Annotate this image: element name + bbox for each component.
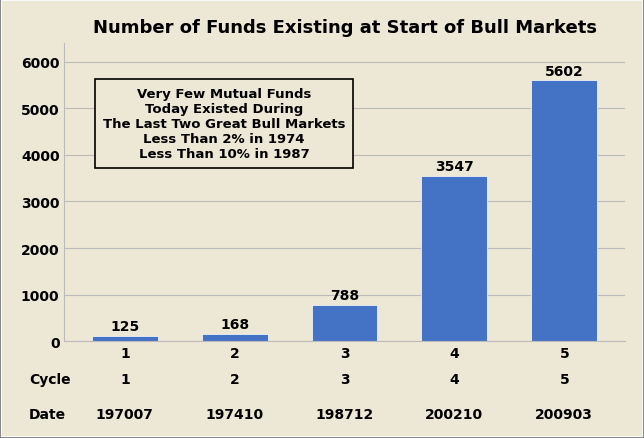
Bar bbox=[421, 177, 488, 342]
Text: 198712: 198712 bbox=[316, 407, 374, 421]
Text: 125: 125 bbox=[110, 319, 140, 333]
Text: Very Few Mutual Funds
Today Existed During
The Last Two Great Bull Markets
Less : Very Few Mutual Funds Today Existed Duri… bbox=[103, 88, 345, 161]
Title: Number of Funds Existing at Start of Bull Markets: Number of Funds Existing at Start of Bul… bbox=[93, 19, 596, 37]
Text: 4: 4 bbox=[450, 372, 459, 386]
Text: Cycle: Cycle bbox=[29, 372, 71, 386]
Text: 200210: 200210 bbox=[425, 407, 484, 421]
Text: 197007: 197007 bbox=[96, 407, 154, 421]
Text: 197410: 197410 bbox=[205, 407, 264, 421]
Bar bbox=[92, 336, 158, 342]
Text: 3: 3 bbox=[340, 372, 349, 386]
Text: 200903: 200903 bbox=[535, 407, 593, 421]
Text: 3547: 3547 bbox=[435, 160, 474, 174]
Text: 1: 1 bbox=[120, 372, 129, 386]
Text: 2: 2 bbox=[230, 372, 240, 386]
Text: 168: 168 bbox=[220, 317, 249, 331]
Text: 5602: 5602 bbox=[545, 64, 583, 78]
Bar bbox=[312, 305, 377, 342]
Text: 788: 788 bbox=[330, 289, 359, 302]
Text: Date: Date bbox=[29, 407, 66, 421]
Text: 5: 5 bbox=[560, 372, 569, 386]
Bar bbox=[531, 81, 597, 342]
Bar bbox=[202, 334, 268, 342]
